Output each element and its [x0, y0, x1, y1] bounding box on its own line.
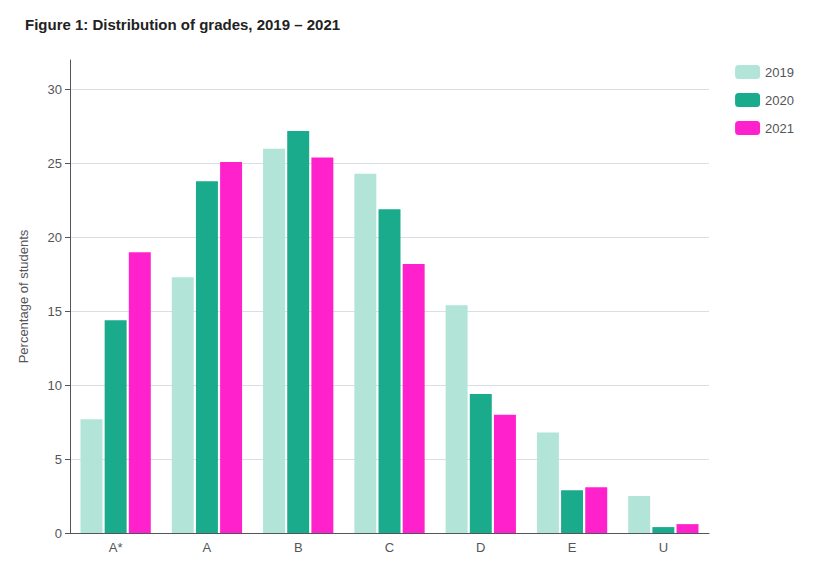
svg-text:E: E [568, 540, 577, 555]
svg-text:25: 25 [48, 156, 62, 171]
svg-text:2021: 2021 [765, 121, 794, 136]
svg-text:Figure 1: Distribution of grad: Figure 1: Distribution of grades, 2019 –… [25, 16, 340, 33]
svg-text:D: D [476, 540, 485, 555]
svg-text:10: 10 [48, 378, 62, 393]
svg-text:5: 5 [55, 452, 62, 467]
svg-text:A*: A* [109, 540, 123, 555]
svg-text:Percentage of students: Percentage of students [16, 229, 31, 363]
svg-text:0: 0 [55, 526, 62, 541]
svg-text:30: 30 [48, 82, 62, 97]
svg-text:15: 15 [48, 304, 62, 319]
svg-text:C: C [385, 540, 394, 555]
svg-text:20: 20 [48, 230, 62, 245]
svg-text:U: U [659, 540, 668, 555]
svg-text:B: B [294, 540, 303, 555]
svg-text:2020: 2020 [765, 93, 794, 108]
svg-text:A: A [203, 540, 212, 555]
svg-text:2019: 2019 [765, 65, 794, 80]
